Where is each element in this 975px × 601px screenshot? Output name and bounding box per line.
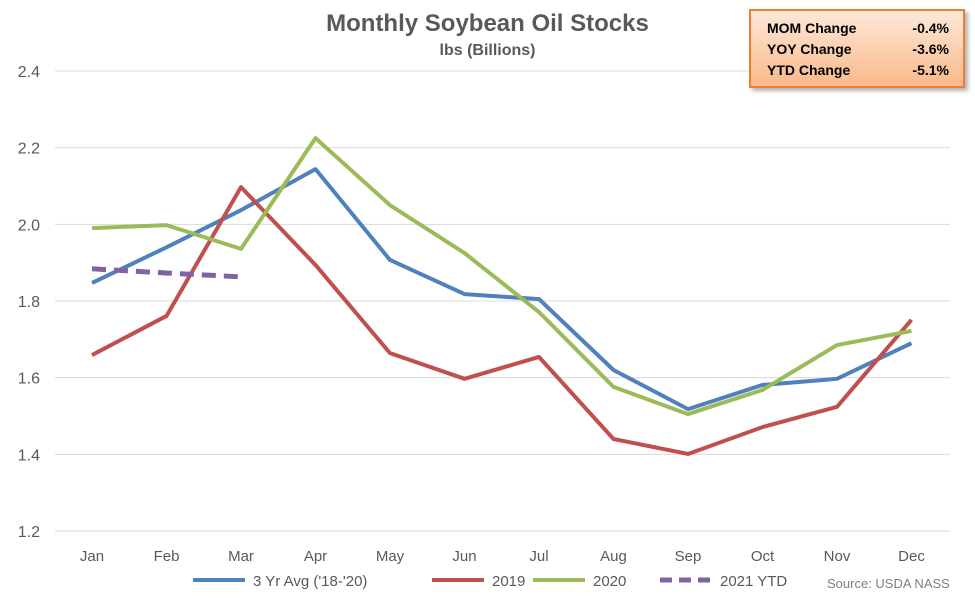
x-tick-label: Dec (898, 548, 925, 565)
legend-label: 2019 (492, 573, 525, 590)
legend-label: 2021 YTD (720, 573, 787, 590)
y-tick-label: 2.2 (18, 141, 40, 158)
x-tick-label: May (376, 548, 405, 565)
stat-value: -0.4% (912, 20, 949, 36)
chart-title: Monthly Soybean Oil Stocks (326, 10, 649, 37)
x-tick-label: Oct (751, 548, 775, 565)
x-tick-label: Feb (154, 548, 180, 565)
legend-label: 2020 (593, 573, 626, 590)
stat-label: YOY Change (767, 41, 852, 57)
x-tick-label: Jun (452, 548, 476, 565)
y-tick-label: 1.6 (18, 371, 40, 388)
x-tick-label: Sep (675, 548, 702, 565)
stat-row-yoy: YOY Change -3.6% (767, 41, 949, 57)
stat-label: MOM Change (767, 20, 857, 36)
y-tick-label: 1.2 (18, 524, 40, 541)
x-tick-label: Nov (824, 548, 851, 565)
stat-row-mom: MOM Change -0.4% (767, 20, 949, 36)
stat-label: YTD Change (767, 62, 851, 78)
series-line-2021-ytd (91, 266, 242, 280)
stat-value: -5.1% (912, 62, 949, 78)
series-line-2019 (91, 185, 914, 456)
x-tick-label: Jul (529, 548, 548, 565)
x-tick-label: Jan (80, 548, 104, 565)
y-tick-label: 2.4 (18, 64, 40, 81)
legend-label: 3 Yr Avg ('18-'20) (253, 573, 367, 590)
source-note: Source: USDA NASS (827, 576, 950, 591)
stat-value: -3.6% (912, 41, 949, 57)
y-tick-label: 1.8 (18, 294, 40, 311)
series-line-2020 (91, 136, 912, 417)
y-tick-label: 1.4 (18, 447, 40, 464)
x-tick-label: Mar (228, 548, 254, 565)
x-tick-label: Aug (600, 548, 627, 565)
change-stats-box: MOM Change -0.4% YOY Change -3.6% YTD Chan… (749, 9, 965, 88)
stat-row-ytd: YTD Change -5.1% (767, 62, 949, 78)
x-tick-label: Apr (304, 548, 327, 565)
chart-subtitle: lbs (Billions) (439, 42, 536, 59)
y-tick-label: 2.0 (18, 217, 40, 234)
